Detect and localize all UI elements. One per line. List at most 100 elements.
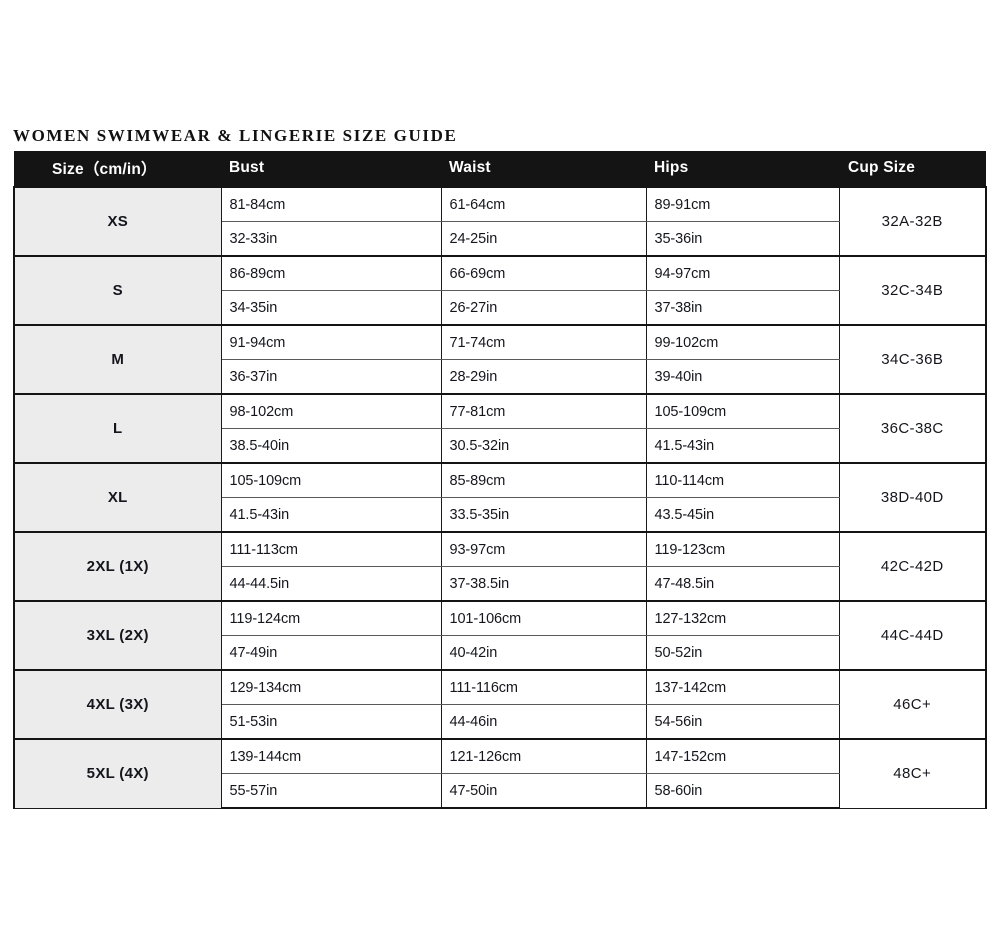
cell-hips-in: 43.5-45in [645,497,840,533]
cell-bust-in: 55-57in [220,773,442,809]
cell-bust-cm: 119-124cm [220,600,442,636]
cell-bust-cm: 81-84cm [220,186,442,222]
cell-hips-cm: 110-114cm [645,462,840,498]
cell-waist-in: 26-27in [440,290,647,326]
column-header-waist: Waist [441,151,646,187]
cell-bust-in: 34-35in [220,290,442,326]
cell-hips-cm: 127-132cm [645,600,840,636]
table-row: 5XL (4X) 139-144cm 121-126cm 147-152cm 4… [13,738,987,809]
column-header-hips: Hips [646,151,839,187]
column-header-size: Size（cm/in） [14,151,221,187]
cell-cup-size: 46C+ [838,669,987,740]
cell-size: 3XL (2X) [13,600,222,671]
cell-waist-in: 37-38.5in [440,566,647,602]
cell-waist-cm: 61-64cm [440,186,647,222]
cell-waist-cm: 66-69cm [440,255,647,291]
table-row: XL 105-109cm 85-89cm 110-114cm 38D-40D [13,462,987,533]
table-row: 55-57in 47-50in 58-60in [14,773,986,809]
cell-hips-cm: 89-91cm [645,186,840,222]
table-row: M 91-94cm 71-74cm 99-102cm 34C-36B [13,324,987,395]
cell-size: 5XL (4X) [13,738,222,809]
table-row: 41.5-43in 33.5-35in 43.5-45in [14,497,986,533]
cell-hips-in: 41.5-43in [645,428,840,464]
cell-bust-cm: 129-134cm [220,669,442,705]
page-title: WOMEN SWIMWEAR & LINGERIE SIZE GUIDE [13,126,458,145]
cell-bust-in: 51-53in [220,704,442,740]
table-row: 34-35in 26-27in 37-38in [14,290,986,326]
cell-size: S [13,255,222,326]
header-row: Size（cm/in） Bust Waist Hips Cup Size [14,151,986,187]
cell-hips-cm: 147-152cm [645,738,840,774]
cell-hips-in: 58-60in [645,773,840,809]
cell-cup-size: 38D-40D [838,462,987,533]
cell-size: L [13,393,222,464]
table-row: 36-37in 28-29in 39-40in [14,359,986,395]
cell-cup-size: 42C-42D [838,531,987,602]
table-row: 51-53in 44-46in 54-56in [14,704,986,740]
table-row: 44-44.5in 37-38.5in 47-48.5in [14,566,986,602]
cell-cup-size: 48C+ [838,738,987,809]
cell-hips-in: 39-40in [645,359,840,395]
cell-hips-in: 54-56in [645,704,840,740]
table-body: XS 81-84cm 61-64cm 89-91cm 32A-32B 32-33… [13,186,987,809]
size-guide-table: Size（cm/in） Bust Waist Hips Cup Size XS … [13,151,987,809]
cell-bust-in: 36-37in [220,359,442,395]
cell-waist-cm: 93-97cm [440,531,647,567]
cell-hips-cm: 137-142cm [645,669,840,705]
cell-bust-in: 41.5-43in [220,497,442,533]
cell-waist-in: 30.5-32in [440,428,647,464]
cell-bust-in: 32-33in [220,221,442,257]
cell-bust-cm: 105-109cm [220,462,442,498]
cell-hips-cm: 94-97cm [645,255,840,291]
cell-hips-cm: 105-109cm [645,393,840,429]
cell-bust-cm: 111-113cm [220,531,442,567]
table-row: L 98-102cm 77-81cm 105-109cm 36C-38C [13,393,987,464]
cell-bust-cm: 139-144cm [220,738,442,774]
cell-cup-size: 44C-44D [838,600,987,671]
table-row: 32-33in 24-25in 35-36in [14,221,986,257]
cell-waist-in: 28-29in [440,359,647,395]
cell-cup-size: 36C-38C [838,393,987,464]
cell-size: XL [13,462,222,533]
cell-cup-size: 34C-36B [838,324,987,395]
cell-bust-cm: 98-102cm [220,393,442,429]
cell-bust-cm: 86-89cm [220,255,442,291]
cell-hips-cm: 119-123cm [645,531,840,567]
cell-bust-in: 47-49in [220,635,442,671]
cell-waist-in: 33.5-35in [440,497,647,533]
cell-waist-cm: 111-116cm [440,669,647,705]
cell-waist-cm: 71-74cm [440,324,647,360]
table-row: 4XL (3X) 129-134cm 111-116cm 137-142cm 4… [13,669,987,740]
table-row: XS 81-84cm 61-64cm 89-91cm 32A-32B [13,186,987,257]
cell-waist-in: 24-25in [440,221,647,257]
cell-hips-cm: 99-102cm [645,324,840,360]
cell-bust-in: 44-44.5in [220,566,442,602]
cell-waist-in: 40-42in [440,635,647,671]
cell-waist-cm: 85-89cm [440,462,647,498]
cell-hips-in: 37-38in [645,290,840,326]
cell-size: 4XL (3X) [13,669,222,740]
cell-size: 2XL (1X) [13,531,222,602]
cell-cup-size: 32C-34B [838,255,987,326]
cell-hips-in: 35-36in [645,221,840,257]
cell-waist-in: 44-46in [440,704,647,740]
cell-waist-cm: 101-106cm [440,600,647,636]
cell-waist-in: 47-50in [440,773,647,809]
cell-bust-cm: 91-94cm [220,324,442,360]
table-row: S 86-89cm 66-69cm 94-97cm 32C-34B [13,255,987,326]
cell-waist-cm: 121-126cm [440,738,647,774]
table-row: 2XL (1X) 111-113cm 93-97cm 119-123cm 42C… [13,531,987,602]
table-row: 47-49in 40-42in 50-52in [14,635,986,671]
cell-bust-in: 38.5-40in [220,428,442,464]
table-row: 3XL (2X) 119-124cm 101-106cm 127-132cm 4… [13,600,987,671]
table-header: Size（cm/in） Bust Waist Hips Cup Size [14,151,986,187]
column-header-bust: Bust [221,151,441,187]
cell-hips-in: 50-52in [645,635,840,671]
cell-size: XS [13,186,222,257]
cell-waist-cm: 77-81cm [440,393,647,429]
cell-size: M [13,324,222,395]
cell-hips-in: 47-48.5in [645,566,840,602]
cell-cup-size: 32A-32B [838,186,987,257]
table-row: 38.5-40in 30.5-32in 41.5-43in [14,428,986,464]
